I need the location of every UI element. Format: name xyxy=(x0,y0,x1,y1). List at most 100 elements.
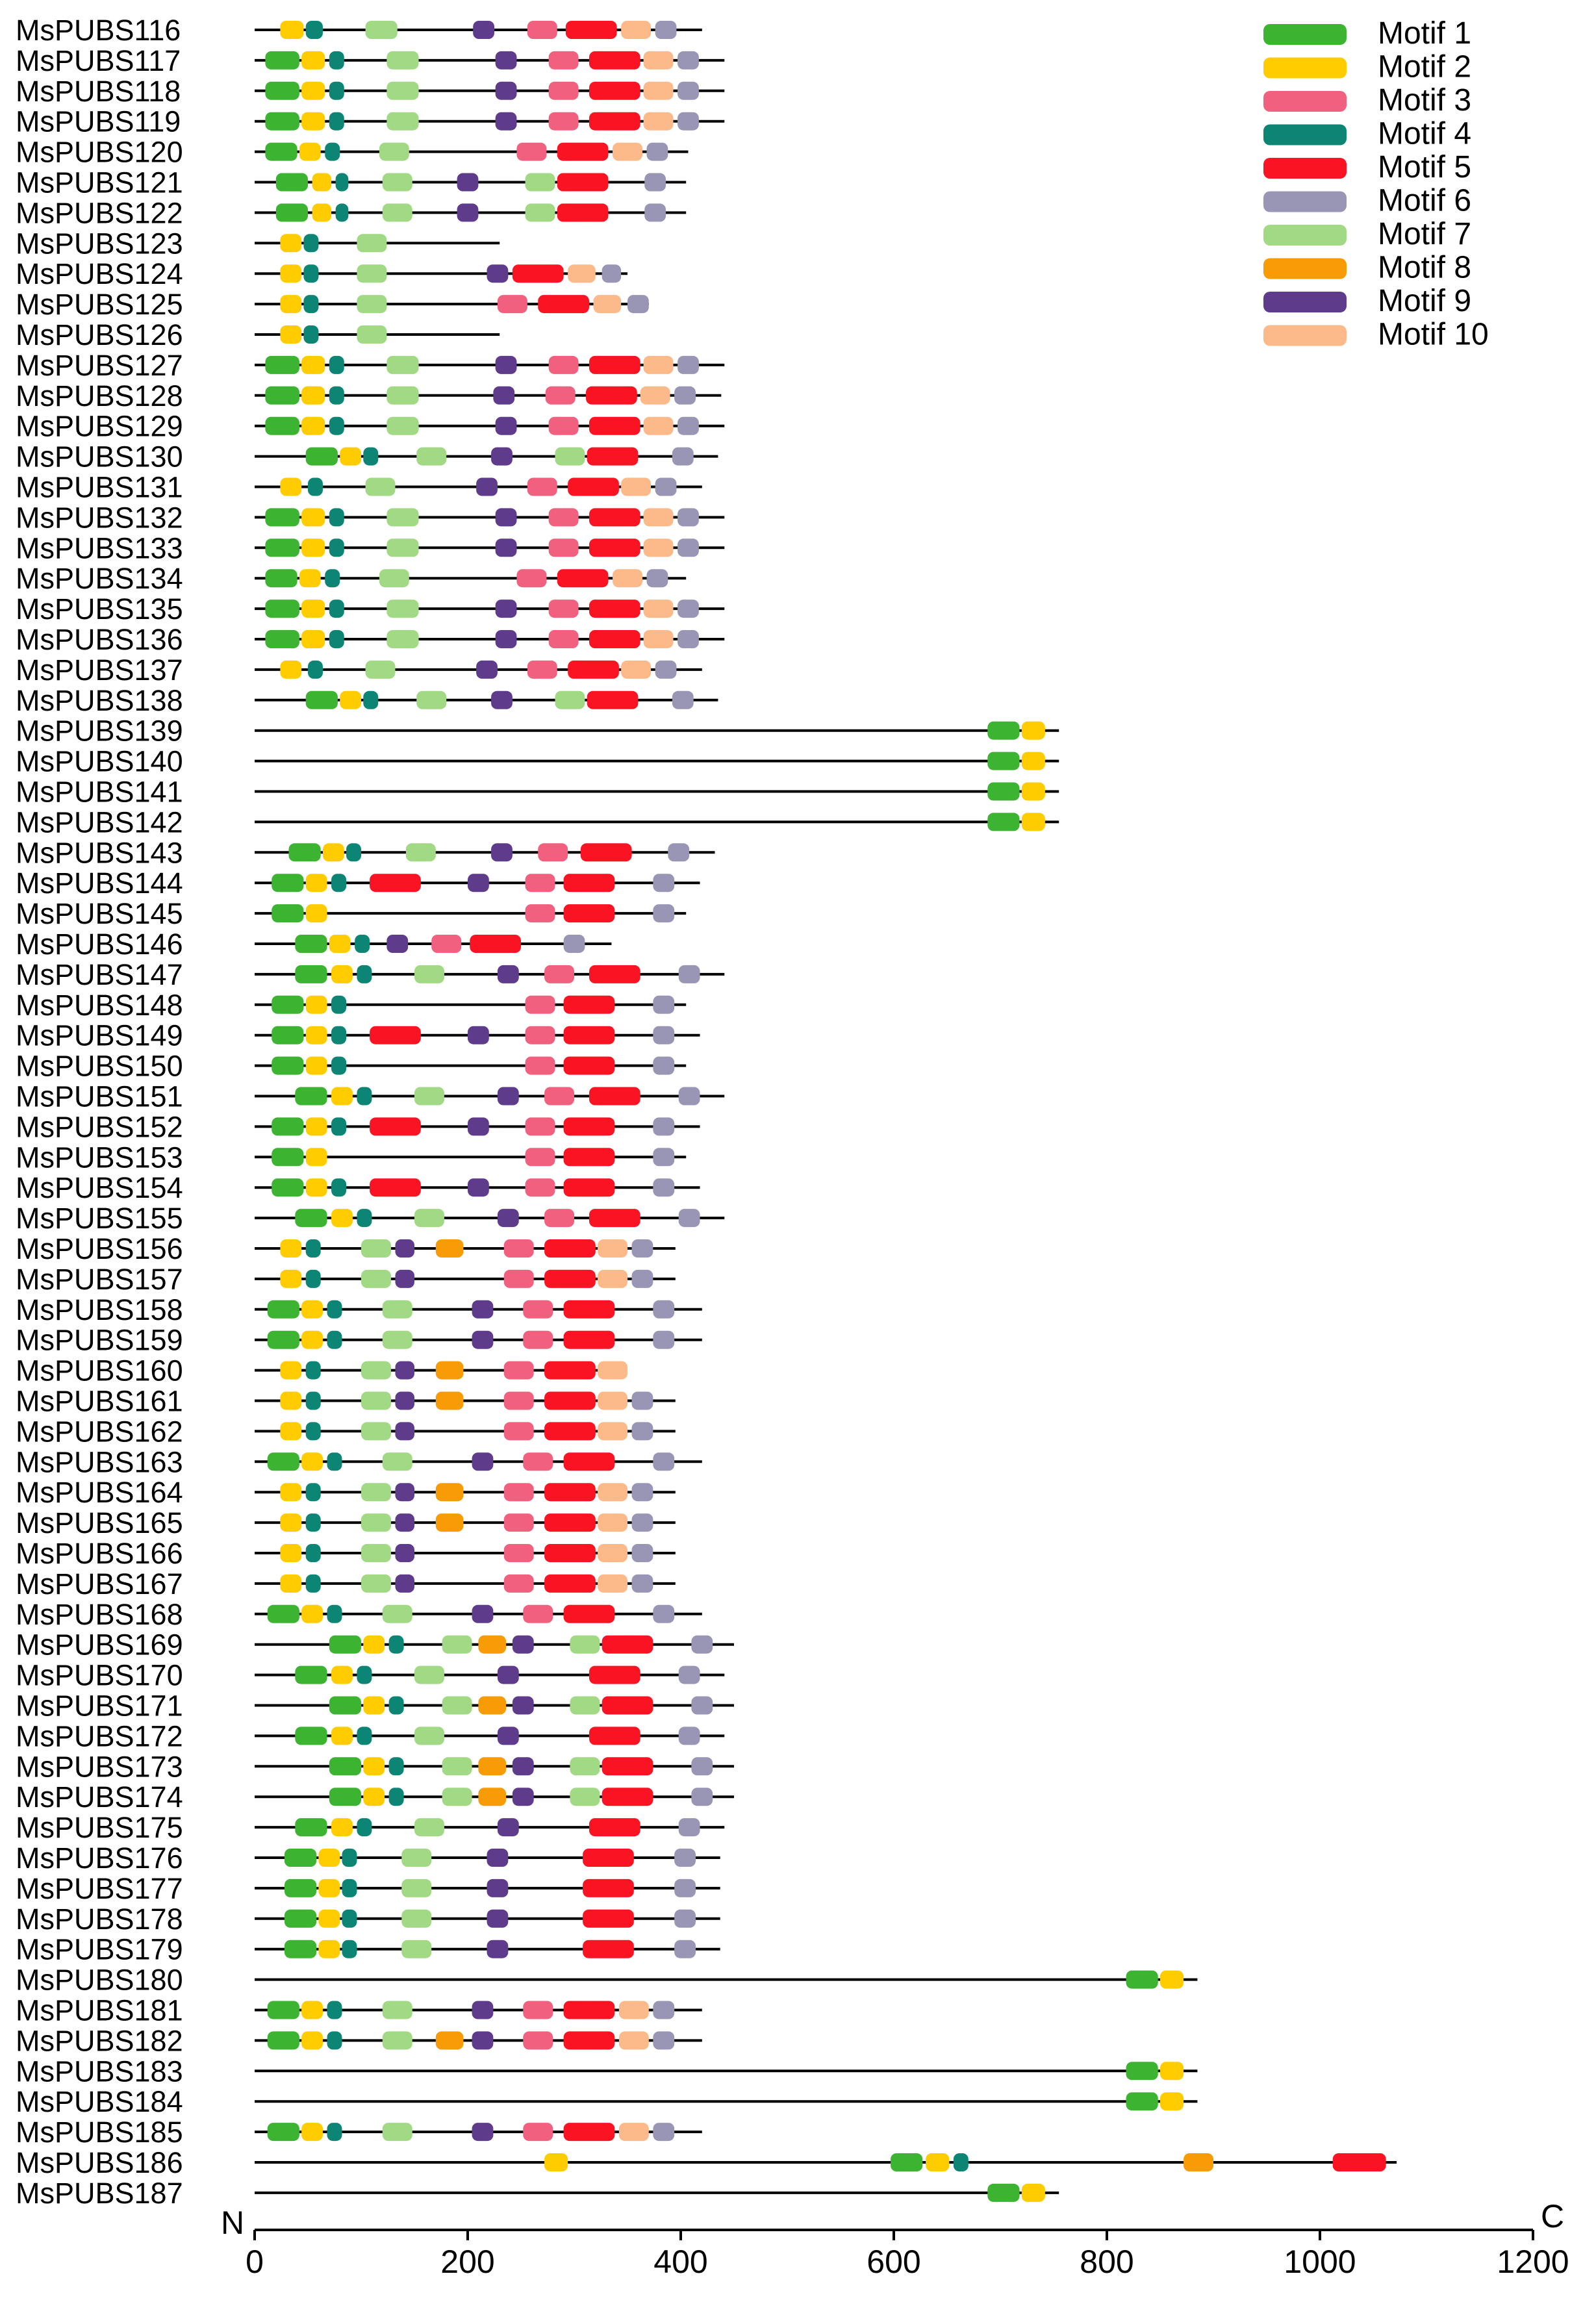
motif-box-10 xyxy=(621,477,652,496)
protein-label: MsPUBS123 xyxy=(16,227,183,260)
motif-box-3 xyxy=(503,1269,534,1288)
motif-box-5 xyxy=(583,1878,634,1897)
motif-box-9 xyxy=(395,1422,414,1441)
motif-box-4 xyxy=(363,447,379,466)
protein-label: MsPUBS142 xyxy=(16,805,183,839)
motif-box-2 xyxy=(301,630,325,648)
motif-box-1 xyxy=(267,2031,299,2050)
motif-box-4 xyxy=(335,203,349,222)
motif-box-6 xyxy=(631,1544,653,1562)
protein-label: MsPUBS129 xyxy=(16,410,183,443)
protein-row: MsPUBS133 xyxy=(16,531,725,564)
motif-box-2 xyxy=(322,843,344,862)
motif-box-3 xyxy=(523,2123,553,2142)
motif-box-1 xyxy=(284,1909,317,1928)
motif-box-4 xyxy=(305,21,323,39)
motif-box-10 xyxy=(568,264,596,283)
protein-row: MsPUBS123 xyxy=(16,227,500,260)
motif-box-9 xyxy=(487,1849,509,1867)
motif-box-6 xyxy=(655,21,677,39)
motif-box-5 xyxy=(589,630,640,648)
motif-box-5 xyxy=(1332,2153,1386,2171)
motif-box-10 xyxy=(643,508,674,527)
motif-box-3 xyxy=(503,1544,534,1562)
motif-box-6 xyxy=(631,1269,653,1288)
motif-box-3 xyxy=(548,51,579,70)
protein-row: MsPUBS184 xyxy=(16,2085,1198,2118)
legend-label: Motif 4 xyxy=(1378,117,1471,151)
protein-label: MsPUBS174 xyxy=(16,1780,183,1814)
protein-label: MsPUBS148 xyxy=(16,989,183,1022)
motif-box-7 xyxy=(442,1757,472,1776)
motif-box-6 xyxy=(691,1635,713,1654)
motif-box-9 xyxy=(497,1665,519,1684)
motif-box-4 xyxy=(303,325,319,344)
motif-box-10 xyxy=(598,1391,627,1410)
motif-box-6 xyxy=(674,1909,696,1928)
motif-box-1 xyxy=(265,81,299,100)
motif-box-3 xyxy=(527,477,557,496)
protein-label: MsPUBS165 xyxy=(16,1506,183,1539)
motif-box-3 xyxy=(503,1239,534,1258)
protein-label: MsPUBS166 xyxy=(16,1537,183,1570)
protein-row: MsPUBS172 xyxy=(16,1719,725,1752)
motif-box-10 xyxy=(618,2001,649,2019)
motif-box-4 xyxy=(329,600,344,618)
protein-row: MsPUBS116 xyxy=(16,14,702,47)
protein-row: MsPUBS139 xyxy=(16,715,1059,748)
motif-box-2 xyxy=(301,2001,323,2019)
motif-box-4 xyxy=(342,1878,357,1897)
motif-box-6 xyxy=(678,51,699,70)
motif-box-10 xyxy=(598,1239,627,1258)
motif-box-2 xyxy=(363,1696,385,1715)
protein-label: MsPUBS154 xyxy=(16,1171,183,1204)
motif-box-7 xyxy=(382,1300,412,1319)
motif-box-2 xyxy=(340,447,361,466)
motif-box-4 xyxy=(305,1391,321,1410)
motif-box-3 xyxy=(545,386,576,405)
protein-label: MsPUBS184 xyxy=(16,2085,183,2118)
motif-box-6 xyxy=(691,1696,713,1715)
motif-box-7 xyxy=(382,2001,412,2019)
motif-box-1 xyxy=(267,2001,299,2019)
protein-label: MsPUBS138 xyxy=(16,684,183,717)
motif-box-9 xyxy=(487,264,509,283)
motif-box-7 xyxy=(379,142,409,161)
protein-row: MsPUBS132 xyxy=(16,501,725,534)
motif-box-2 xyxy=(301,416,325,435)
motif-box-9 xyxy=(495,112,517,131)
protein-label: MsPUBS118 xyxy=(16,75,181,108)
motif-box-6 xyxy=(691,1757,713,1776)
motif-box-3 xyxy=(544,1087,574,1106)
motif-box-5 xyxy=(563,1604,615,1623)
motif-box-1 xyxy=(329,1757,361,1776)
motif-box-7 xyxy=(357,264,387,283)
motif-box-7 xyxy=(414,965,444,983)
motif-box-4 xyxy=(346,843,361,862)
motif-box-9 xyxy=(497,1818,519,1837)
x-tick-label: 800 xyxy=(1080,2244,1134,2280)
x-tick-label: 0 xyxy=(246,2244,264,2280)
motif-box-2 xyxy=(280,1239,302,1258)
motif-box-10 xyxy=(640,386,670,405)
motif-box-7 xyxy=(357,325,387,344)
motif-box-3 xyxy=(525,995,555,1014)
legend-label: Motif 8 xyxy=(1378,251,1471,285)
motif-box-7 xyxy=(414,1087,444,1106)
motif-box-1 xyxy=(265,538,299,557)
motif-box-2 xyxy=(301,508,325,527)
motif-box-4 xyxy=(355,935,370,953)
motif-box-9 xyxy=(495,355,517,374)
motif-box-4 xyxy=(363,690,379,709)
motif-box-9 xyxy=(395,1361,414,1380)
motif-box-10 xyxy=(643,112,674,131)
protein-label: MsPUBS161 xyxy=(16,1385,183,1418)
motif-box-5 xyxy=(589,1665,640,1684)
motif-box-7 xyxy=(401,1940,432,1958)
protein-label: MsPUBS180 xyxy=(16,1964,183,1997)
motif-box-1 xyxy=(329,1788,361,1806)
motif-box-6 xyxy=(631,1422,653,1441)
protein-row: MsPUBS177 xyxy=(16,1872,720,1905)
motif-box-2 xyxy=(331,1727,353,1745)
legend-swatch xyxy=(1263,124,1347,145)
